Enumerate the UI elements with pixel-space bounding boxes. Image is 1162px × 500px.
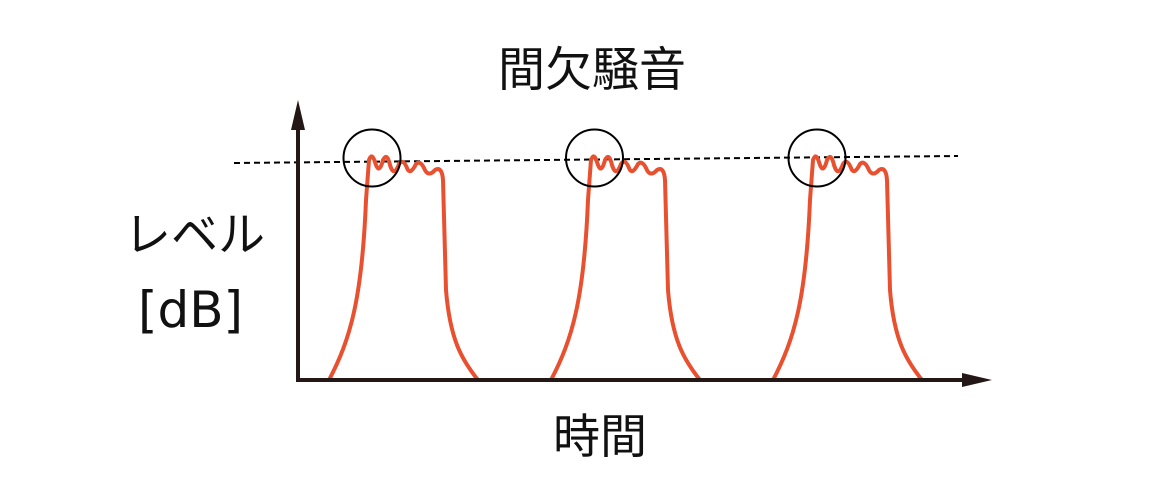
y-axis-arrow	[291, 100, 305, 130]
peak-marker-circle	[787, 128, 847, 188]
noise-pulse	[549, 154, 702, 382]
noise-pulse	[771, 154, 924, 382]
peak-marker-circle	[342, 128, 402, 188]
noise-pulse	[327, 154, 480, 382]
diagram-title: 間欠騒音	[498, 43, 686, 98]
peak-marker-circle	[565, 128, 624, 188]
x-axis-arrow	[962, 373, 992, 387]
y-axis-label: レベル	[124, 208, 265, 263]
y-axis-unit: [dB]	[138, 281, 244, 339]
x-axis-label: 時間	[553, 410, 647, 465]
